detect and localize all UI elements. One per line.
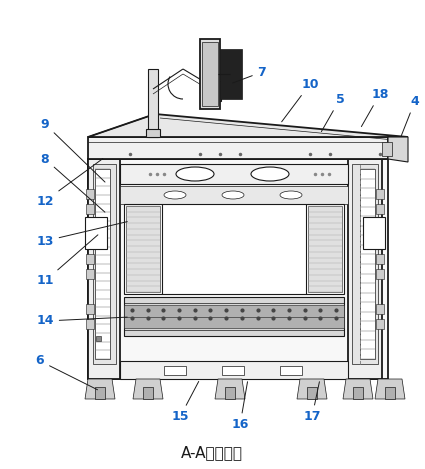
Bar xyxy=(201,81,221,101)
Bar xyxy=(95,387,105,399)
Bar xyxy=(120,164,348,184)
Bar xyxy=(200,39,220,109)
Ellipse shape xyxy=(176,167,214,181)
Bar xyxy=(95,169,110,359)
Text: 8: 8 xyxy=(41,152,105,212)
Polygon shape xyxy=(297,379,327,399)
Text: 10: 10 xyxy=(282,77,319,122)
Bar xyxy=(86,269,94,279)
Bar xyxy=(308,206,342,292)
Bar xyxy=(348,159,382,379)
Text: 16: 16 xyxy=(231,382,249,431)
Bar xyxy=(376,189,384,199)
Bar xyxy=(376,304,384,314)
Bar xyxy=(85,217,107,249)
Bar xyxy=(376,319,384,329)
Text: A-A向剖视图: A-A向剖视图 xyxy=(181,446,243,461)
Bar xyxy=(376,269,384,279)
Ellipse shape xyxy=(222,191,244,199)
Bar xyxy=(376,254,384,264)
Bar xyxy=(146,129,160,137)
Bar xyxy=(124,316,344,328)
Text: 12: 12 xyxy=(36,159,103,207)
Bar xyxy=(88,159,388,379)
Bar xyxy=(96,336,101,341)
Ellipse shape xyxy=(280,191,302,199)
Bar xyxy=(164,366,186,375)
Bar xyxy=(360,169,375,359)
Text: 13: 13 xyxy=(36,222,127,248)
Bar xyxy=(202,42,218,106)
Text: 5: 5 xyxy=(321,92,344,132)
Text: 11: 11 xyxy=(36,235,98,287)
Text: 4: 4 xyxy=(401,94,419,136)
Bar xyxy=(307,387,317,399)
Bar xyxy=(86,304,94,314)
Bar xyxy=(148,69,158,137)
Bar xyxy=(86,254,94,264)
Bar xyxy=(382,142,392,156)
Polygon shape xyxy=(88,114,408,137)
Bar xyxy=(93,164,116,364)
Text: 17: 17 xyxy=(303,382,321,424)
Text: 9: 9 xyxy=(41,118,105,182)
Bar xyxy=(225,387,235,399)
Polygon shape xyxy=(215,379,245,399)
Bar xyxy=(220,49,242,99)
Bar xyxy=(88,159,120,379)
Text: 6: 6 xyxy=(36,355,97,390)
Polygon shape xyxy=(375,379,405,399)
Bar xyxy=(86,204,94,214)
Text: 7: 7 xyxy=(232,66,266,83)
Bar xyxy=(86,319,94,329)
Bar xyxy=(376,204,384,214)
Polygon shape xyxy=(388,137,408,162)
Bar xyxy=(143,387,153,399)
Bar xyxy=(352,164,378,364)
Bar xyxy=(126,206,160,292)
Bar xyxy=(124,297,344,336)
Polygon shape xyxy=(343,379,373,399)
Bar xyxy=(222,366,244,375)
Ellipse shape xyxy=(251,167,289,181)
Bar xyxy=(385,387,395,399)
Text: 18: 18 xyxy=(361,88,389,127)
Bar xyxy=(363,217,385,249)
Bar xyxy=(86,189,94,199)
Bar xyxy=(353,387,363,399)
Text: 15: 15 xyxy=(171,381,199,424)
Text: 14: 14 xyxy=(36,315,127,327)
Polygon shape xyxy=(133,379,163,399)
Bar xyxy=(88,137,388,159)
Bar xyxy=(120,361,348,379)
Bar xyxy=(280,366,302,375)
Bar xyxy=(120,186,348,204)
Bar xyxy=(124,305,344,317)
Bar xyxy=(124,204,344,294)
Ellipse shape xyxy=(164,191,186,199)
Polygon shape xyxy=(85,379,115,399)
